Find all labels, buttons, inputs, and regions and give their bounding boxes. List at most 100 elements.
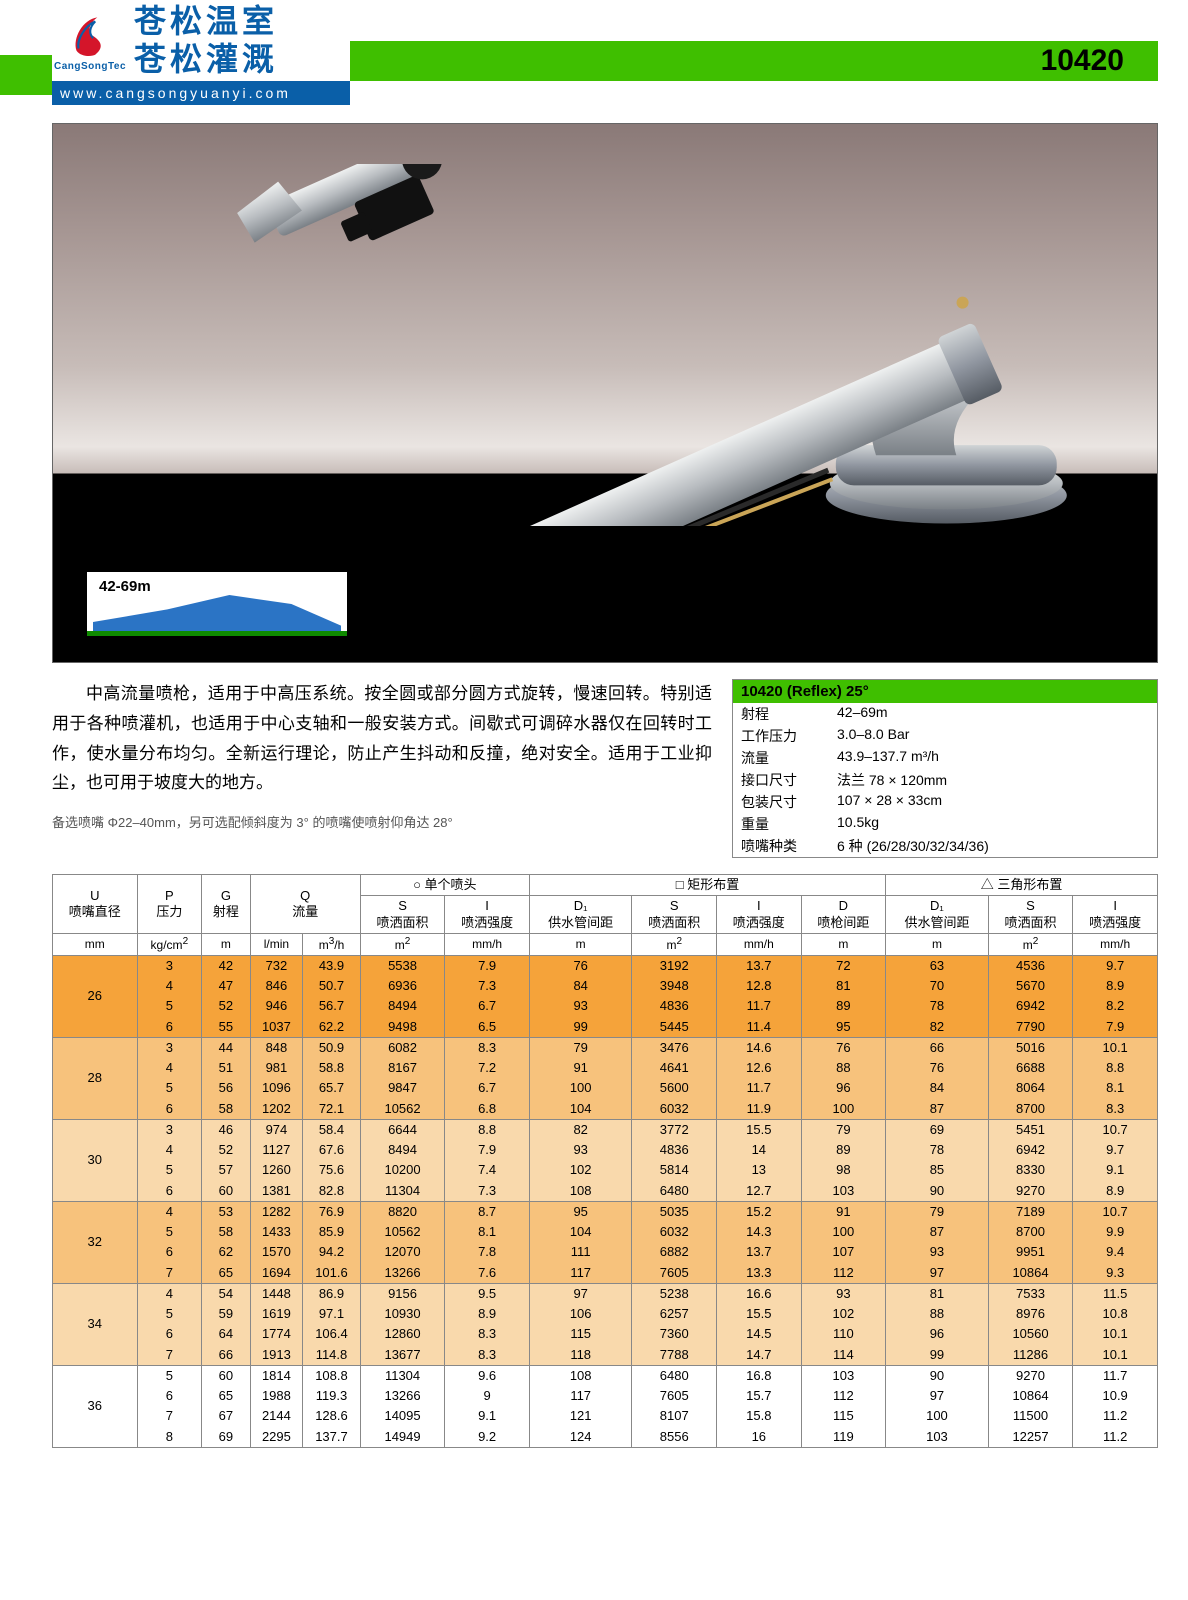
- data-cell: 7189: [988, 1201, 1073, 1222]
- data-cell: 81: [886, 1283, 989, 1304]
- data-cell: 7605: [632, 1386, 717, 1406]
- data-cell: 82: [886, 1017, 989, 1038]
- data-cell: 7.9: [445, 1140, 530, 1160]
- data-cell: 103: [801, 1181, 886, 1202]
- data-cell: 13266: [360, 1386, 445, 1406]
- data-cell: 1774: [250, 1324, 303, 1344]
- data-cell: 12.7: [717, 1181, 802, 1202]
- data-cell: 46: [202, 1119, 251, 1140]
- data-cell: 9.4: [1073, 1242, 1158, 1262]
- spec-row: 工作压力3.0–8.0 Bar: [733, 725, 1157, 747]
- sprinkler-gun-illustration: [153, 164, 1117, 526]
- data-cell: 10.1: [1073, 1345, 1158, 1366]
- data-cell: 54: [202, 1283, 251, 1304]
- data-cell: 10.7: [1073, 1119, 1158, 1140]
- data-cell: 10864: [988, 1386, 1073, 1406]
- unit-cell: m: [801, 933, 886, 955]
- data-cell: 1913: [250, 1345, 303, 1366]
- data-cell: 1814: [250, 1365, 303, 1386]
- data-cell: 9.7: [1073, 955, 1158, 976]
- data-cell: 93: [529, 996, 632, 1016]
- data-cell: 1988: [250, 1386, 303, 1406]
- data-cell: 58.4: [303, 1119, 361, 1140]
- table-row: 660138182.8113047.3108648012.71039092708…: [53, 1181, 1158, 1202]
- data-cell: 14949: [360, 1427, 445, 1448]
- data-cell: 7: [137, 1345, 202, 1366]
- data-cell: 93: [529, 1140, 632, 1160]
- spec-title: 10420 (Reflex) 25°: [733, 680, 1157, 703]
- unit-cell: m: [529, 933, 632, 955]
- data-cell: 7.6: [445, 1263, 530, 1284]
- data-cell: 11.7: [717, 996, 802, 1016]
- data-cell: 72.1: [303, 1099, 361, 1120]
- data-cell: 82.8: [303, 1181, 361, 1202]
- accent-block: [0, 55, 52, 95]
- data-cell: 6942: [988, 996, 1073, 1016]
- table-row: 559161997.1109308.9106625715.51028889761…: [53, 1304, 1158, 1324]
- data-cell: 8700: [988, 1222, 1073, 1242]
- data-cell: 8976: [988, 1304, 1073, 1324]
- table-row: 8692295137.7149499.212485561611910312257…: [53, 1427, 1158, 1448]
- data-cell: 15.5: [717, 1119, 802, 1140]
- data-cell: 15.8: [717, 1406, 802, 1426]
- header-fill: 10420: [350, 0, 1188, 105]
- data-cell: 58.8: [303, 1058, 361, 1078]
- unit-cell: m2: [632, 933, 717, 955]
- data-cell: 5: [137, 996, 202, 1016]
- data-cell: 79: [886, 1201, 989, 1222]
- data-cell: 8.3: [445, 1037, 530, 1058]
- data-cell: 106.4: [303, 1324, 361, 1344]
- data-cell: 5: [137, 1304, 202, 1324]
- data-cell: 1260: [250, 1160, 303, 1180]
- spec-row: 接口尺寸法兰 78 × 120mm: [733, 769, 1157, 791]
- data-cell: 13: [717, 1160, 802, 1180]
- data-cell: 10864: [988, 1263, 1073, 1284]
- data-cell: 5: [137, 1365, 202, 1386]
- data-cell: 11304: [360, 1181, 445, 1202]
- data-cell: 14.6: [717, 1037, 802, 1058]
- data-cell: 1619: [250, 1304, 303, 1324]
- data-cell: 102: [529, 1160, 632, 1180]
- data-cell: 6644: [360, 1119, 445, 1140]
- data-cell: 91: [801, 1201, 886, 1222]
- spec-row: 重量10.5kg: [733, 813, 1157, 835]
- data-cell: 16.8: [717, 1365, 802, 1386]
- data-cell: 10562: [360, 1222, 445, 1242]
- data-cell: 79: [801, 1119, 886, 1140]
- data-cell: 13677: [360, 1345, 445, 1366]
- data-cell: 88: [801, 1058, 886, 1078]
- data-cell: 6882: [632, 1242, 717, 1262]
- data-cell: 12257: [988, 1427, 1073, 1448]
- table-row: 32453128276.988208.795503515.29179718910…: [53, 1201, 1158, 1222]
- data-cell: 3: [137, 1119, 202, 1140]
- data-cell: 5538: [360, 955, 445, 976]
- data-cell: 59: [202, 1304, 251, 1324]
- data-cell: 14.3: [717, 1222, 802, 1242]
- spec-row: 射程42–69m: [733, 703, 1157, 725]
- data-cell: 848: [250, 1037, 303, 1058]
- data-cell: 97.1: [303, 1304, 361, 1324]
- table-row: 452112767.684947.993483614897869429.7: [53, 1140, 1158, 1160]
- data-cell: 11304: [360, 1365, 445, 1386]
- table-row: 2634273243.955387.976319213.7726345369.7: [53, 955, 1158, 976]
- logo-top: CangSongTec 苍松温室 苍松灌溉: [52, 0, 350, 81]
- data-cell: 4: [137, 1283, 202, 1304]
- data-cell: 81: [801, 976, 886, 996]
- data-cell: 6688: [988, 1058, 1073, 1078]
- spec-label: 工作压力: [741, 726, 837, 746]
- data-cell: 10.1: [1073, 1324, 1158, 1344]
- data-cell: 62: [202, 1242, 251, 1262]
- data-cell: 6936: [360, 976, 445, 996]
- data-cell: 128.6: [303, 1406, 361, 1426]
- table-row: 7651694101.6132667.6117760513.3112971086…: [53, 1263, 1158, 1284]
- data-cell: 51: [202, 1058, 251, 1078]
- data-cell: 7360: [632, 1324, 717, 1344]
- data-cell: 5: [137, 1222, 202, 1242]
- data-cell: 7.2: [445, 1058, 530, 1078]
- data-cell: 6942: [988, 1140, 1073, 1160]
- data-cell: 97: [886, 1263, 989, 1284]
- data-cell: 44: [202, 1037, 251, 1058]
- data-cell: 115: [529, 1324, 632, 1344]
- data-cell: 9951: [988, 1242, 1073, 1262]
- unit-cell: l/min: [250, 933, 303, 955]
